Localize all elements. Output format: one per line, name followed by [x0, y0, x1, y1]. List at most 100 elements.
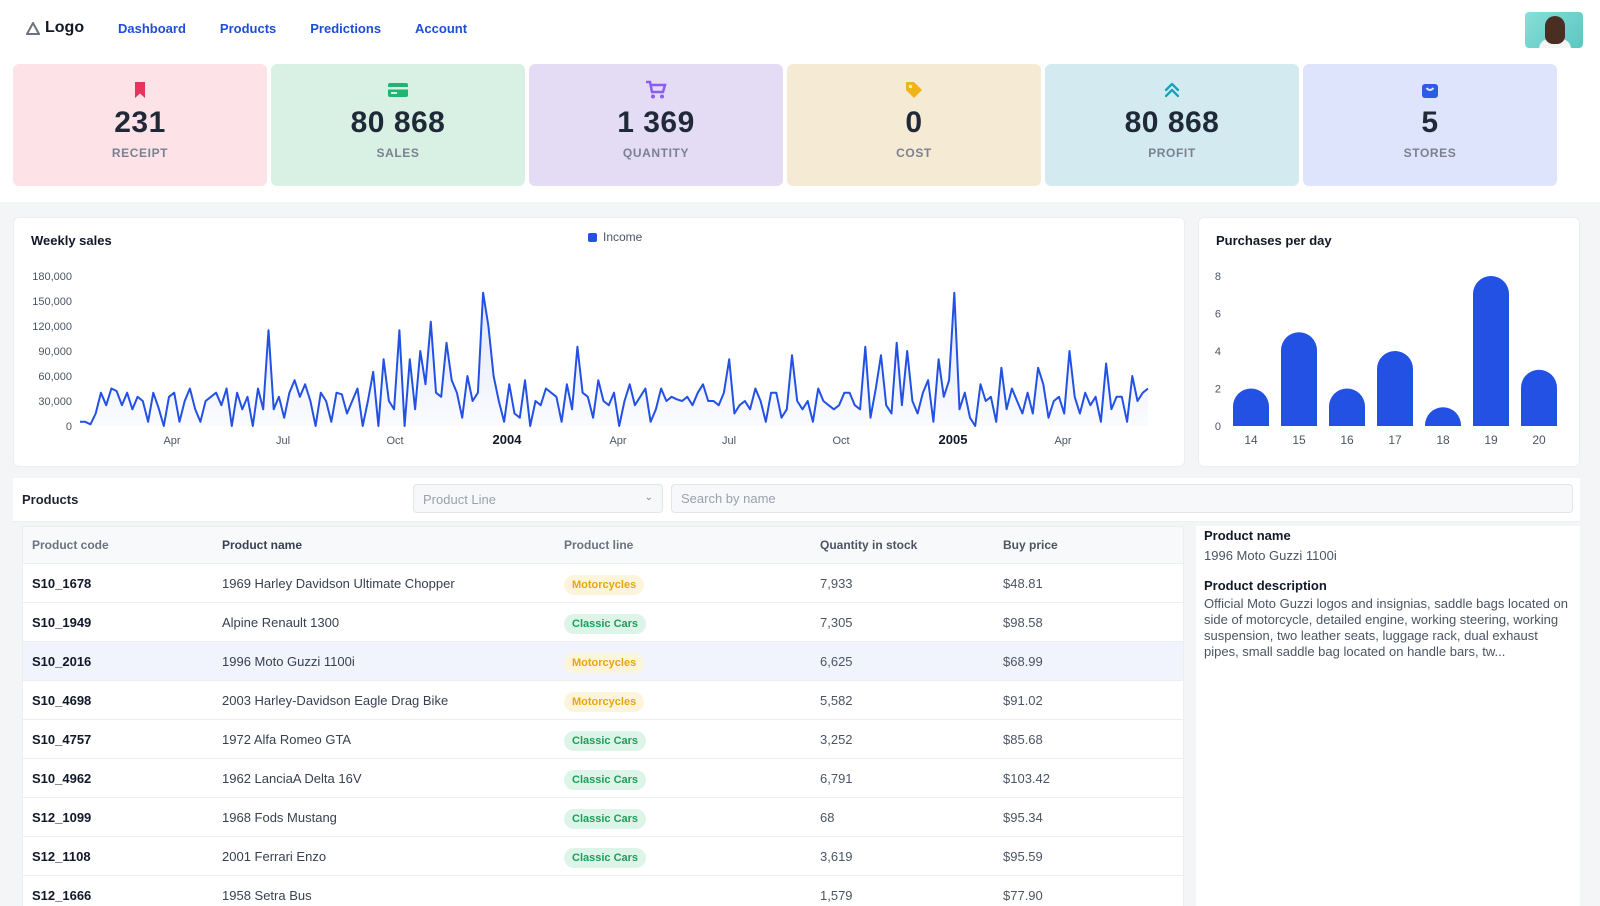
column-header-code[interactable]: Product code	[32, 538, 109, 552]
x-tick-label: Apr	[1054, 435, 1071, 447]
buy-price-cell: $85.68	[1003, 732, 1043, 747]
kpi-card-profit: 80 868 PROFIT	[1045, 64, 1299, 186]
buy-price-cell: $48.81	[1003, 576, 1043, 591]
table-row[interactable]: S10_4757 1972 Alfa Romeo GTA Classic Cars 3…	[23, 720, 1183, 759]
table-row[interactable]: S12_1666 1958 Setra Bus 1,579 $77.90	[23, 876, 1183, 906]
product-name-cell: 1962 LanciaA Delta 16V	[222, 771, 362, 786]
weekly-sales-title: Weekly sales	[31, 233, 112, 248]
buy-price-cell: $95.59	[1003, 849, 1043, 864]
y-tick-label: 0	[1215, 421, 1221, 433]
product-line-badge: Classic Cars	[564, 770, 647, 790]
product-name-cell: 1996 Moto Guzzi 1100i	[222, 654, 355, 669]
x-tick-label: Jul	[722, 435, 736, 447]
product-line-badge: Motorcycles	[564, 575, 645, 595]
product-line-cell: Motorcycles	[564, 681, 645, 720]
nav-link-predictions[interactable]: Predictions	[310, 21, 382, 36]
kpi-card-receipt: 231 RECEIPT	[13, 64, 267, 186]
weekly-sales-chart[interactable]: 180,000 150,000 120,000 90,000 60,000 30,000 0…	[14, 218, 1184, 466]
user-avatar[interactable]	[1525, 12, 1583, 48]
y-tick-label: 60,000	[38, 371, 72, 383]
x-tick-label: 14	[1244, 433, 1258, 447]
quantity-cell: 3,619	[820, 849, 853, 864]
quantity-cell: 5,582	[820, 693, 853, 708]
x-tick-label: 15	[1292, 433, 1306, 447]
column-header-line[interactable]: Product line	[564, 538, 634, 552]
legend-label: Income	[603, 230, 643, 244]
table-row[interactable]: S10_2016 1996 Moto Guzzi 1100i Motorcycles…	[23, 642, 1183, 681]
buy-price-cell: $103.42	[1003, 771, 1050, 786]
y-tick-label: 90,000	[38, 346, 72, 358]
income-series-line	[80, 291, 1149, 427]
x-tick-label: 18	[1436, 433, 1450, 447]
x-tick-label: Apr	[163, 435, 180, 447]
weekly-legend[interactable]: Income	[588, 230, 642, 244]
kpi-value: 231	[114, 106, 166, 139]
buy-price-cell: $98.58	[1003, 615, 1043, 630]
purchase-bar[interactable]	[1377, 351, 1413, 426]
product-line-placeholder: Product Line	[423, 492, 496, 507]
kpi-value: 5	[1421, 106, 1439, 139]
quantity-cell: 68	[820, 810, 835, 825]
kpi-label: SALES	[376, 146, 420, 160]
logo[interactable]: Logo	[26, 19, 84, 37]
column-header-name[interactable]: Product name	[222, 538, 303, 552]
purchase-bar[interactable]	[1233, 388, 1269, 426]
kpi-card-stores: 5 STORES	[1303, 64, 1557, 186]
purchase-bar[interactable]	[1329, 388, 1365, 427]
product-detail-panel: Product name 1996 Moto Guzzi 1100i Produ…	[1196, 526, 1580, 906]
table-row[interactable]: S12_1099 1968 Fods Mustang Classic Cars 68 $…	[23, 798, 1183, 837]
products-title: Products	[22, 492, 79, 507]
quantity-cell: 7,933	[820, 576, 853, 591]
purchase-bar[interactable]	[1281, 332, 1317, 426]
quantity-cell: 3,252	[820, 732, 853, 747]
buy-price-cell: $77.90	[1003, 888, 1043, 903]
weekly-sales-card: Weekly sales Income 180,000 150,000 120,00…	[13, 217, 1185, 467]
legend-swatch	[588, 232, 597, 242]
product-line-cell: Classic Cars	[564, 837, 647, 876]
table-row[interactable]: S12_1108 2001 Ferrari Enzo Classic Cars 3,6…	[23, 837, 1183, 876]
tag-icon	[906, 82, 922, 98]
logo-text: Logo	[45, 19, 85, 36]
quantity-cell: 1,579	[820, 888, 853, 903]
chevrons-up-icon	[1164, 82, 1180, 98]
product-line-select[interactable]: Product Line ⌄	[413, 484, 663, 513]
detail-desc-label: Product description	[1204, 578, 1327, 593]
product-line-cell: Classic Cars	[564, 720, 647, 759]
product-name-cell: 2001 Ferrari Enzo	[222, 849, 327, 864]
purchase-bar[interactable]	[1425, 407, 1461, 426]
product-line-cell: Classic Cars	[564, 759, 647, 798]
nav-link-dashboard[interactable]: Dashboard	[118, 21, 186, 36]
kpi-value: 0	[905, 106, 923, 139]
table-row[interactable]: S10_4962 1962 LanciaA Delta 16V Classic Ca…	[23, 759, 1183, 798]
search-input[interactable]	[671, 484, 1573, 513]
x-tick-label: 19	[1484, 433, 1498, 447]
y-tick-label: 180,000	[32, 271, 72, 283]
x-tick-label: 17	[1388, 433, 1402, 447]
shopping-bag-icon	[1422, 84, 1438, 98]
x-tick-label: Jul	[276, 435, 290, 447]
kpi-value: 80 868	[350, 106, 446, 139]
product-line-cell: Motorcycles	[564, 642, 645, 681]
quantity-cell: 6,791	[820, 771, 853, 786]
purchase-bar[interactable]	[1521, 369, 1557, 426]
column-header-qty[interactable]: Quantity in stock	[820, 538, 918, 552]
kpi-card-sales: 80 868 SALES	[271, 64, 525, 186]
product-name-cell: 1968 Fods Mustang	[222, 810, 337, 825]
nav-link-products[interactable]: Products	[219, 21, 277, 36]
chevron-down-icon: ⌄	[644, 492, 653, 503]
kpi-value: 80 868	[1124, 106, 1220, 139]
table-row[interactable]: S10_1678 1969 Harley Davidson Ultimate Ch…	[23, 564, 1183, 603]
column-header-price[interactable]: Buy price	[1003, 538, 1058, 552]
nav-link-account[interactable]: Account	[415, 21, 468, 36]
detail-name-label: Product name	[1204, 528, 1291, 543]
product-code-cell: S12_1666	[32, 888, 92, 903]
products-header: Products Product Line ⌄	[13, 478, 1580, 522]
product-code-cell: S12_1099	[32, 810, 92, 825]
purchase-bar[interactable]	[1473, 276, 1509, 426]
kpi-card-cost: 0 COST	[787, 64, 1041, 186]
table-row[interactable]: S10_1949 Alpine Renault 1300 Classic Cars 7…	[23, 603, 1183, 642]
table-row[interactable]: S10_4698 2003 Harley-Davidson Eagle Drag …	[23, 681, 1183, 720]
x-tick-label: Oct	[832, 435, 849, 447]
purchases-title: Purchases per day	[1216, 233, 1332, 248]
